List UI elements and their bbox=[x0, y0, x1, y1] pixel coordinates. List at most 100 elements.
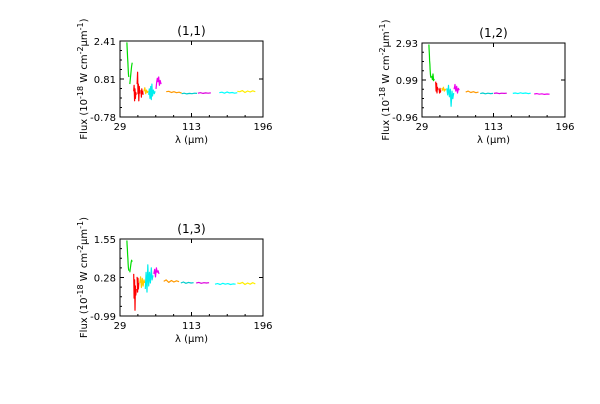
series-line bbox=[143, 87, 149, 95]
series-10 bbox=[237, 89, 256, 94]
y-axis-label-part: Flux (10 bbox=[381, 100, 392, 141]
chart-title: (1,1) bbox=[177, 24, 205, 38]
y-axis-label-part: W cm bbox=[79, 253, 90, 284]
series-8 bbox=[196, 281, 210, 284]
y-axis-label-superscript: -1 bbox=[76, 22, 85, 30]
series-line bbox=[139, 276, 146, 289]
y-axis-label-superscript: -1 bbox=[378, 23, 387, 31]
x-tick-label: 196 bbox=[555, 122, 574, 133]
y-axis-label-part: μm bbox=[79, 30, 90, 46]
x-axis-label: λ (μm) bbox=[175, 334, 208, 345]
y-tick-label: 2.93 bbox=[396, 39, 418, 50]
series-4 bbox=[148, 83, 156, 101]
series-7 bbox=[181, 92, 198, 95]
series-line bbox=[129, 259, 133, 273]
series-line bbox=[166, 90, 182, 94]
series-line bbox=[196, 281, 210, 284]
series-9 bbox=[512, 92, 531, 95]
panel-3: (1,3) 29 113 196 1.55 0.28 -0.99 λ (μm) Flux (10… bbox=[76, 217, 273, 345]
x-tick-label: 29 bbox=[416, 122, 429, 133]
series-4 bbox=[144, 264, 154, 293]
y-axis-label-superscript: -2 bbox=[76, 46, 85, 54]
series-line bbox=[180, 281, 194, 284]
series-line bbox=[465, 90, 479, 94]
series-line bbox=[214, 282, 236, 286]
series-6 bbox=[465, 90, 479, 94]
series-6 bbox=[166, 90, 182, 94]
series-6 bbox=[163, 279, 180, 283]
series-line bbox=[431, 73, 435, 82]
series-line bbox=[438, 87, 442, 94]
series-line bbox=[136, 276, 140, 293]
series-3 bbox=[143, 87, 149, 95]
x-axis-label: λ (μm) bbox=[175, 135, 208, 146]
y-axis-label-part: ) bbox=[381, 19, 392, 23]
y-axis-label-part: W cm bbox=[381, 55, 392, 86]
series-10 bbox=[534, 92, 550, 96]
y-axis-label: Flux (10-18 W cm-2μm-1) bbox=[378, 19, 392, 140]
series-1 bbox=[126, 240, 133, 273]
series-line bbox=[428, 44, 432, 78]
series-5 bbox=[153, 267, 160, 278]
series-line bbox=[126, 240, 130, 271]
series-line bbox=[155, 76, 162, 89]
series-8 bbox=[197, 92, 211, 95]
x-tick-label: 196 bbox=[253, 122, 272, 133]
series-1 bbox=[126, 42, 133, 85]
series-9 bbox=[214, 282, 236, 286]
y-tick-label: -0.78 bbox=[90, 113, 116, 124]
y-axis-label-superscript: -18 bbox=[76, 86, 85, 99]
y-axis-label: Flux (10-18 W cm-2μm-1) bbox=[76, 18, 90, 139]
y-axis-label-part: W cm bbox=[79, 54, 90, 85]
y-tick-label: 0.28 bbox=[94, 274, 116, 285]
series-line bbox=[493, 92, 507, 95]
x-axis-label: λ (μm) bbox=[477, 135, 510, 146]
series-line bbox=[219, 91, 238, 94]
series-8 bbox=[493, 92, 507, 95]
series-2 bbox=[133, 71, 144, 102]
series-7 bbox=[180, 281, 194, 284]
y-tick-label: -0.99 bbox=[90, 312, 116, 323]
x-tick-label: 113 bbox=[484, 122, 503, 133]
series-2 bbox=[133, 273, 140, 311]
series-line bbox=[446, 84, 455, 107]
y-axis-label-part: ) bbox=[79, 18, 90, 22]
series-line bbox=[435, 81, 439, 94]
series-line bbox=[237, 89, 256, 94]
y-axis-label-superscript: -1 bbox=[76, 221, 85, 229]
series-line bbox=[441, 86, 447, 92]
y-axis-label-part: Flux (10 bbox=[79, 99, 90, 140]
series-line bbox=[148, 83, 156, 101]
chart-title: (1,3) bbox=[177, 222, 205, 236]
y-tick-label: 0.81 bbox=[94, 75, 116, 86]
y-tick-label: 1.55 bbox=[94, 235, 116, 246]
y-axis-label-part: μm bbox=[79, 229, 90, 245]
y-axis-label-part: ) bbox=[79, 217, 90, 221]
y-axis-label-superscript: -2 bbox=[378, 47, 387, 55]
x-tick-label: 196 bbox=[253, 321, 272, 332]
plot-frame bbox=[119, 238, 264, 317]
series-3 bbox=[139, 276, 146, 289]
series-line bbox=[133, 273, 137, 311]
x-tick-label: 29 bbox=[114, 122, 127, 133]
x-tick-label: 29 bbox=[114, 321, 127, 332]
series-line bbox=[512, 92, 531, 95]
y-axis-label-part: μm bbox=[381, 31, 392, 47]
series-line bbox=[126, 42, 130, 78]
series-line bbox=[129, 62, 133, 85]
plot-frame bbox=[421, 42, 566, 118]
series-line bbox=[181, 92, 198, 95]
y-axis-label-superscript: -18 bbox=[76, 284, 85, 297]
y-axis-label: Flux (10-18 W cm-2μm-1) bbox=[76, 217, 90, 338]
chart-title: (1,2) bbox=[479, 26, 507, 40]
y-axis-label-part: Flux (10 bbox=[79, 297, 90, 338]
y-tick-label: 2.41 bbox=[94, 37, 116, 48]
x-tick-label: 113 bbox=[182, 122, 201, 133]
series-9 bbox=[219, 91, 238, 94]
y-axis-label-superscript: -18 bbox=[378, 87, 387, 100]
series-line bbox=[480, 92, 494, 95]
plot-frame bbox=[119, 40, 264, 118]
panel-2: (1,2) 29 113 196 2.93 0.99 -0.96 λ (μm) Flux (10… bbox=[378, 19, 575, 146]
